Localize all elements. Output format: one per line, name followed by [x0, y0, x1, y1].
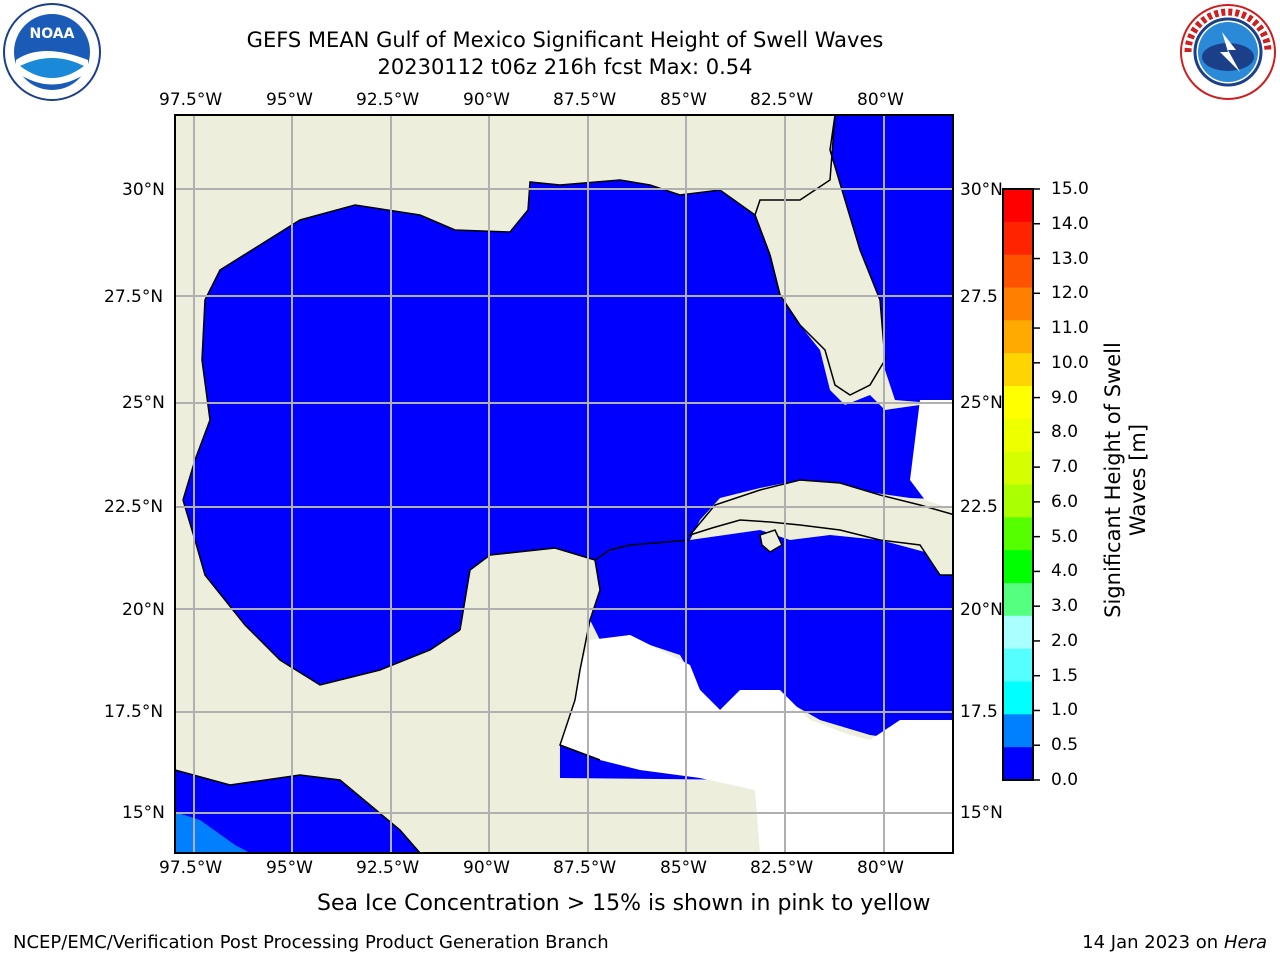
- colorbar-tick-label: 4.0: [1051, 561, 1079, 582]
- colorbar-tick-label: 3.0: [1051, 596, 1079, 617]
- lat-label-left: 25°N: [122, 393, 165, 413]
- colorbar-segment: [1003, 615, 1033, 650]
- lon-label-bottom: 97.5°W: [159, 858, 223, 878]
- colorbar-segment: [1003, 418, 1033, 453]
- colorbar-segment: [1003, 648, 1033, 682]
- lat-label-left: 15°N: [122, 803, 165, 823]
- lat-label-right: 20°N: [960, 600, 1003, 620]
- colorbar-tick-label: 8.0: [1051, 422, 1079, 443]
- colorbar-tick-label: 7.0: [1051, 457, 1079, 478]
- lon-label-top: 87.5°W: [553, 90, 617, 110]
- lon-label-bottom: 80°W: [857, 858, 904, 878]
- lon-label-top: 85°W: [660, 90, 707, 110]
- colorbar-tick-label: 13.0: [1051, 248, 1089, 269]
- noaa-logo: NOAA: [3, 3, 101, 101]
- colorbar-segment: [1003, 386, 1033, 420]
- footer-date: 14 Jan 2023 on Hera: [1082, 932, 1267, 953]
- colorbar-segment: [1003, 451, 1033, 485]
- footer-host: Hera: [1223, 932, 1267, 953]
- lon-label-top: 90°W: [463, 90, 510, 110]
- map-subtitle: 20230112 t06z 216h fcst Max: 0.54: [377, 55, 753, 79]
- lon-label-bottom: 82.5°W: [750, 858, 814, 878]
- colorbar-segment: [1003, 254, 1033, 288]
- colorbar-tick-label: 11.0: [1051, 318, 1089, 339]
- lon-label-bottom: 90°W: [463, 858, 510, 878]
- map-frame: [174, 114, 954, 854]
- colorbar-tick-label: 10.0: [1051, 352, 1089, 373]
- colorbar-segment: [1003, 681, 1033, 715]
- map-title: GEFS MEAN Gulf of Mexico Significant Hei…: [246, 28, 884, 52]
- lat-label-right: 15°N: [960, 803, 1003, 823]
- caribbean-ocean: [590, 530, 953, 740]
- sea-ice-note: Sea Ice Concentration > 15% is shown in …: [317, 891, 931, 916]
- lat-label-right: 25°N: [960, 393, 1003, 413]
- footer-date-text: 14 Jan 2023 on: [1082, 932, 1224, 953]
- colorbar-segment: [1003, 714, 1033, 748]
- lon-label-top: 95°W: [266, 90, 313, 110]
- nodata-region: [560, 635, 953, 853]
- noaa-logo-text: NOAA: [30, 26, 75, 42]
- lat-label-left: 30°N: [122, 180, 165, 200]
- colorbar-tick-label: 0.5: [1051, 735, 1079, 756]
- colorbar-segment: [1003, 287, 1033, 321]
- nws-logo: [1180, 4, 1276, 100]
- lat-label-left: 27.5°N: [104, 287, 164, 307]
- cuba-land: [687, 479, 953, 576]
- nodata-east: [910, 400, 953, 510]
- colorbar-segment: [1003, 517, 1033, 551]
- colorbar-tick-label: 14.0: [1051, 213, 1089, 234]
- colorbar-tick-label: 6.0: [1051, 491, 1079, 512]
- colorbar-tick-label: 1.0: [1051, 700, 1079, 721]
- colorbar-segment: [1003, 583, 1033, 617]
- lat-label-left: 20°N: [122, 600, 165, 620]
- colorbar-segment: [1003, 221, 1033, 256]
- footer-credit: NCEP/EMC/Verification Post Processing Pr…: [13, 932, 609, 953]
- lat-label-left: 22.5°N: [104, 497, 164, 517]
- lat-label-right: 27.5: [960, 287, 998, 307]
- colorbar-label-wrap: Significant Height of Swell Waves [m]: [1101, 300, 1150, 660]
- lon-label-top: 82.5°W: [750, 90, 814, 110]
- lat-label-right: 17.5: [960, 702, 998, 722]
- colorbar-tick-label: 2.0: [1051, 630, 1079, 651]
- lon-label-bottom: 85°W: [660, 858, 707, 878]
- lat-label-right: 30°N: [960, 180, 1003, 200]
- lon-label-top: 92.5°W: [356, 90, 420, 110]
- atlantic-ocean: [830, 115, 953, 405]
- graticule: [175, 115, 953, 853]
- lon-label-top: 80°W: [857, 90, 904, 110]
- colorbar-segment: [1003, 320, 1033, 354]
- colorbar-tick-label: 9.0: [1051, 387, 1079, 408]
- lon-label-top: 97.5°W: [159, 90, 223, 110]
- lat-label-left: 17.5°N: [104, 702, 164, 722]
- lon-label-bottom: 92.5°W: [356, 858, 420, 878]
- colorbar-tick-label: 0.0: [1051, 770, 1079, 790]
- colorbar-tick-label: 5.0: [1051, 526, 1079, 547]
- colorbar-segment: [1003, 353, 1033, 387]
- gulf-ocean: [183, 180, 953, 685]
- coastline: [175, 179, 801, 853]
- lon-label-bottom: 87.5°W: [553, 858, 617, 878]
- colorbar-tick-label: 12.0: [1051, 283, 1089, 304]
- lon-label-bottom: 95°W: [266, 858, 313, 878]
- colorbar-segment: [1003, 747, 1033, 781]
- colorbar-tick-label: 1.5: [1051, 665, 1079, 686]
- colorbar-segment: [1003, 550, 1033, 584]
- isla-juventud: [759, 529, 783, 553]
- colorbar: [1002, 188, 1040, 781]
- colorbar-tick-label: 15.0: [1051, 179, 1089, 199]
- colorbar-label: Significant Height of Swell Waves [m]: [1101, 342, 1150, 618]
- colorbar-segment: [1003, 189, 1033, 223]
- colorbar-segment: [1003, 484, 1033, 518]
- lat-label-right: 22.5: [960, 497, 998, 517]
- pacific-ocean: [175, 770, 420, 853]
